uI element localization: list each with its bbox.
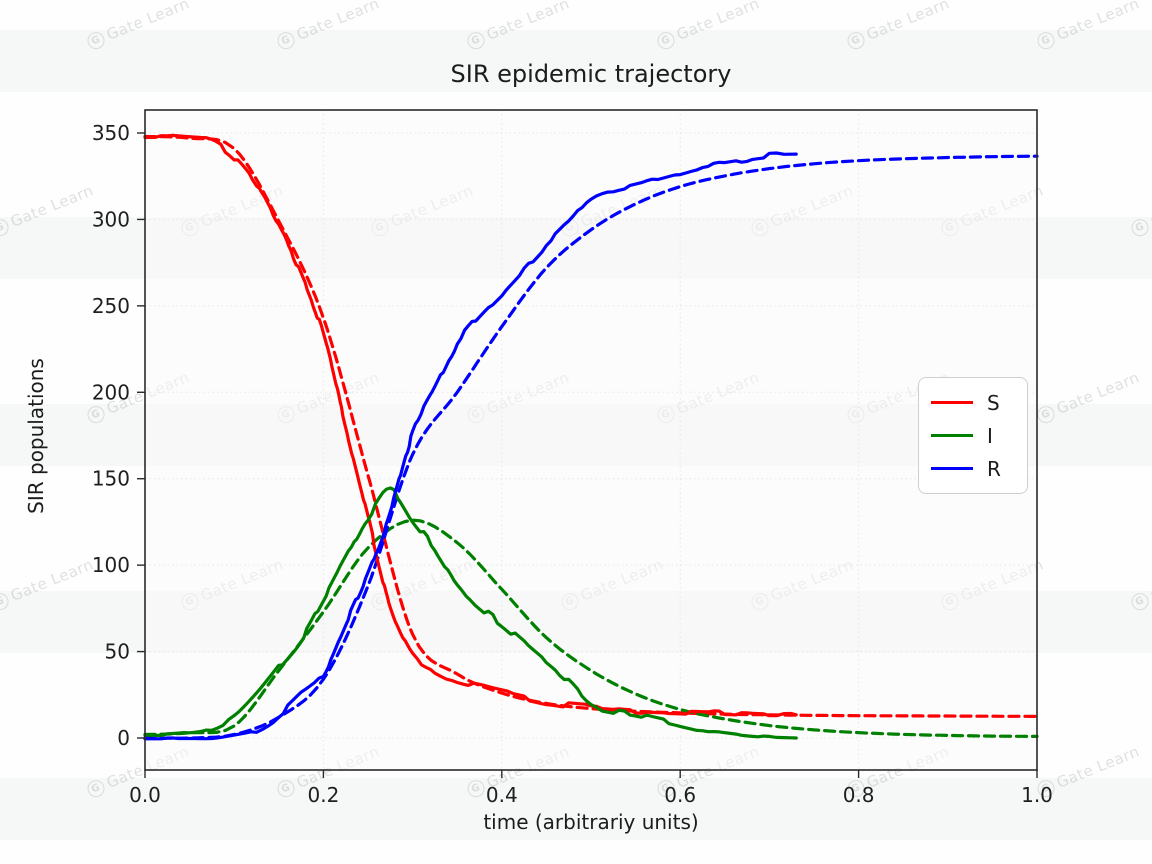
legend: S I R [918, 377, 1028, 494]
svg-text:1.0: 1.0 [1021, 783, 1053, 807]
svg-text:250: 250 [92, 294, 130, 318]
svg-text:0.4: 0.4 [486, 783, 518, 807]
svg-text:0.0: 0.0 [129, 783, 161, 807]
svg-text:200: 200 [92, 380, 130, 404]
svg-text:0.8: 0.8 [843, 783, 875, 807]
svg-text:300: 300 [92, 207, 130, 231]
svg-text:350: 350 [92, 121, 130, 145]
legend-entry-i: I [931, 426, 1015, 446]
legend-line-swatch-s [931, 401, 973, 404]
legend-label-s: S [987, 390, 1000, 415]
legend-entry-s: S [931, 393, 1015, 413]
y-axis-label: SIR populations [24, 358, 48, 514]
svg-text:50: 50 [105, 640, 130, 664]
legend-label-r: R [987, 456, 1001, 481]
legend-entry-r: R [931, 459, 1015, 479]
legend-line-swatch-r [931, 467, 973, 470]
svg-text:0: 0 [117, 726, 130, 750]
svg-text:0.6: 0.6 [664, 783, 696, 807]
chart-title: SIR epidemic trajectory [450, 60, 732, 88]
legend-label-i: I [987, 423, 993, 448]
x-axis-label: time (arbitrariy units) [483, 810, 699, 834]
svg-text:150: 150 [92, 467, 130, 491]
legend-line-swatch-i [931, 434, 973, 437]
svg-text:100: 100 [92, 553, 130, 577]
svg-text:0.2: 0.2 [307, 783, 339, 807]
